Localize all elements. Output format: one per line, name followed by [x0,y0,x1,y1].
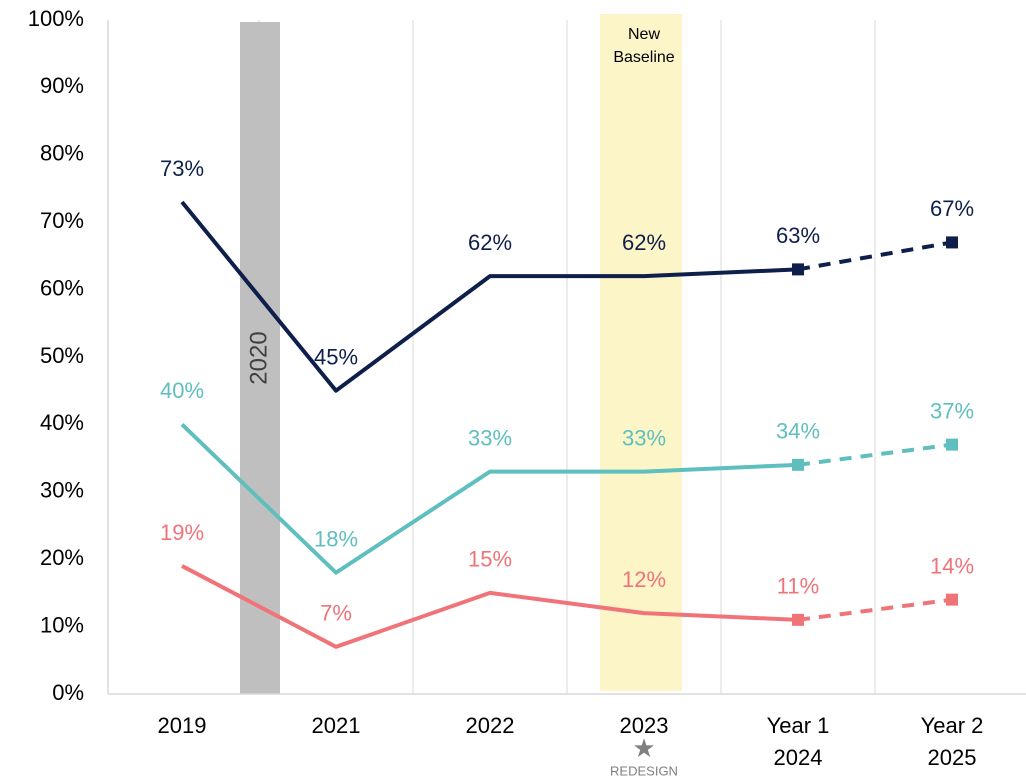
data-label: 40% [160,378,204,403]
marker [946,593,958,606]
forecast-line [797,240,953,272]
gap-year-label: 2020 [245,331,272,384]
marker [946,438,958,451]
data-label: 33% [468,425,512,450]
y-tick-label: 100% [28,6,84,31]
data-label: 34% [776,419,820,444]
x-tick-label: 2021 [312,713,361,738]
data-label: 67% [930,196,974,221]
forecast-line [797,597,953,622]
y-tick-label: 0% [52,680,84,705]
data-label: 73% [160,156,204,181]
y-tick-label: 30% [40,478,84,503]
data-label: 37% [930,398,974,423]
x-tick-label: 2019 [158,713,207,738]
forecast-line [797,442,953,467]
y-tick-label: 70% [40,208,84,233]
baseline-label: New Baseline [613,26,674,66]
y-tick-label: 60% [40,275,84,300]
x-tick-label: 2023 [620,713,669,738]
redesign-label: REDESIGN [610,763,678,778]
baseline-band [600,14,682,691]
data-label: 19% [160,520,204,545]
y-tick-label: 10% [40,612,84,637]
data-label: 18% [314,526,358,551]
marker [792,263,804,276]
y-tick-label: 20% [40,545,84,570]
x-tick-label: Year 2 2025 [921,713,984,770]
data-label: 11% [777,574,819,599]
data-label: 62% [622,230,666,255]
y-tick-label: 80% [40,141,84,166]
line [181,564,799,649]
data-label: 15% [468,547,512,572]
star-icon: ★ [632,733,655,763]
marker [792,458,804,471]
data-label: 33% [622,425,666,450]
y-tick-label: 40% [40,410,84,435]
data-label: 63% [776,223,820,248]
marker [946,236,958,249]
y-tick-label: 90% [40,73,84,98]
data-label: 45% [314,345,358,370]
marker [792,613,804,626]
line [180,422,799,575]
x-tick-label: Year 1 2024 [767,713,830,770]
line [180,200,799,393]
y-tick-label: 50% [40,343,84,368]
data-label: 62% [468,230,512,255]
data-label: 7% [320,601,352,626]
gap-year-bar [240,22,280,694]
data-label: 14% [930,553,974,578]
x-tick-label: 2022 [466,713,515,738]
data-label: 12% [622,567,666,592]
